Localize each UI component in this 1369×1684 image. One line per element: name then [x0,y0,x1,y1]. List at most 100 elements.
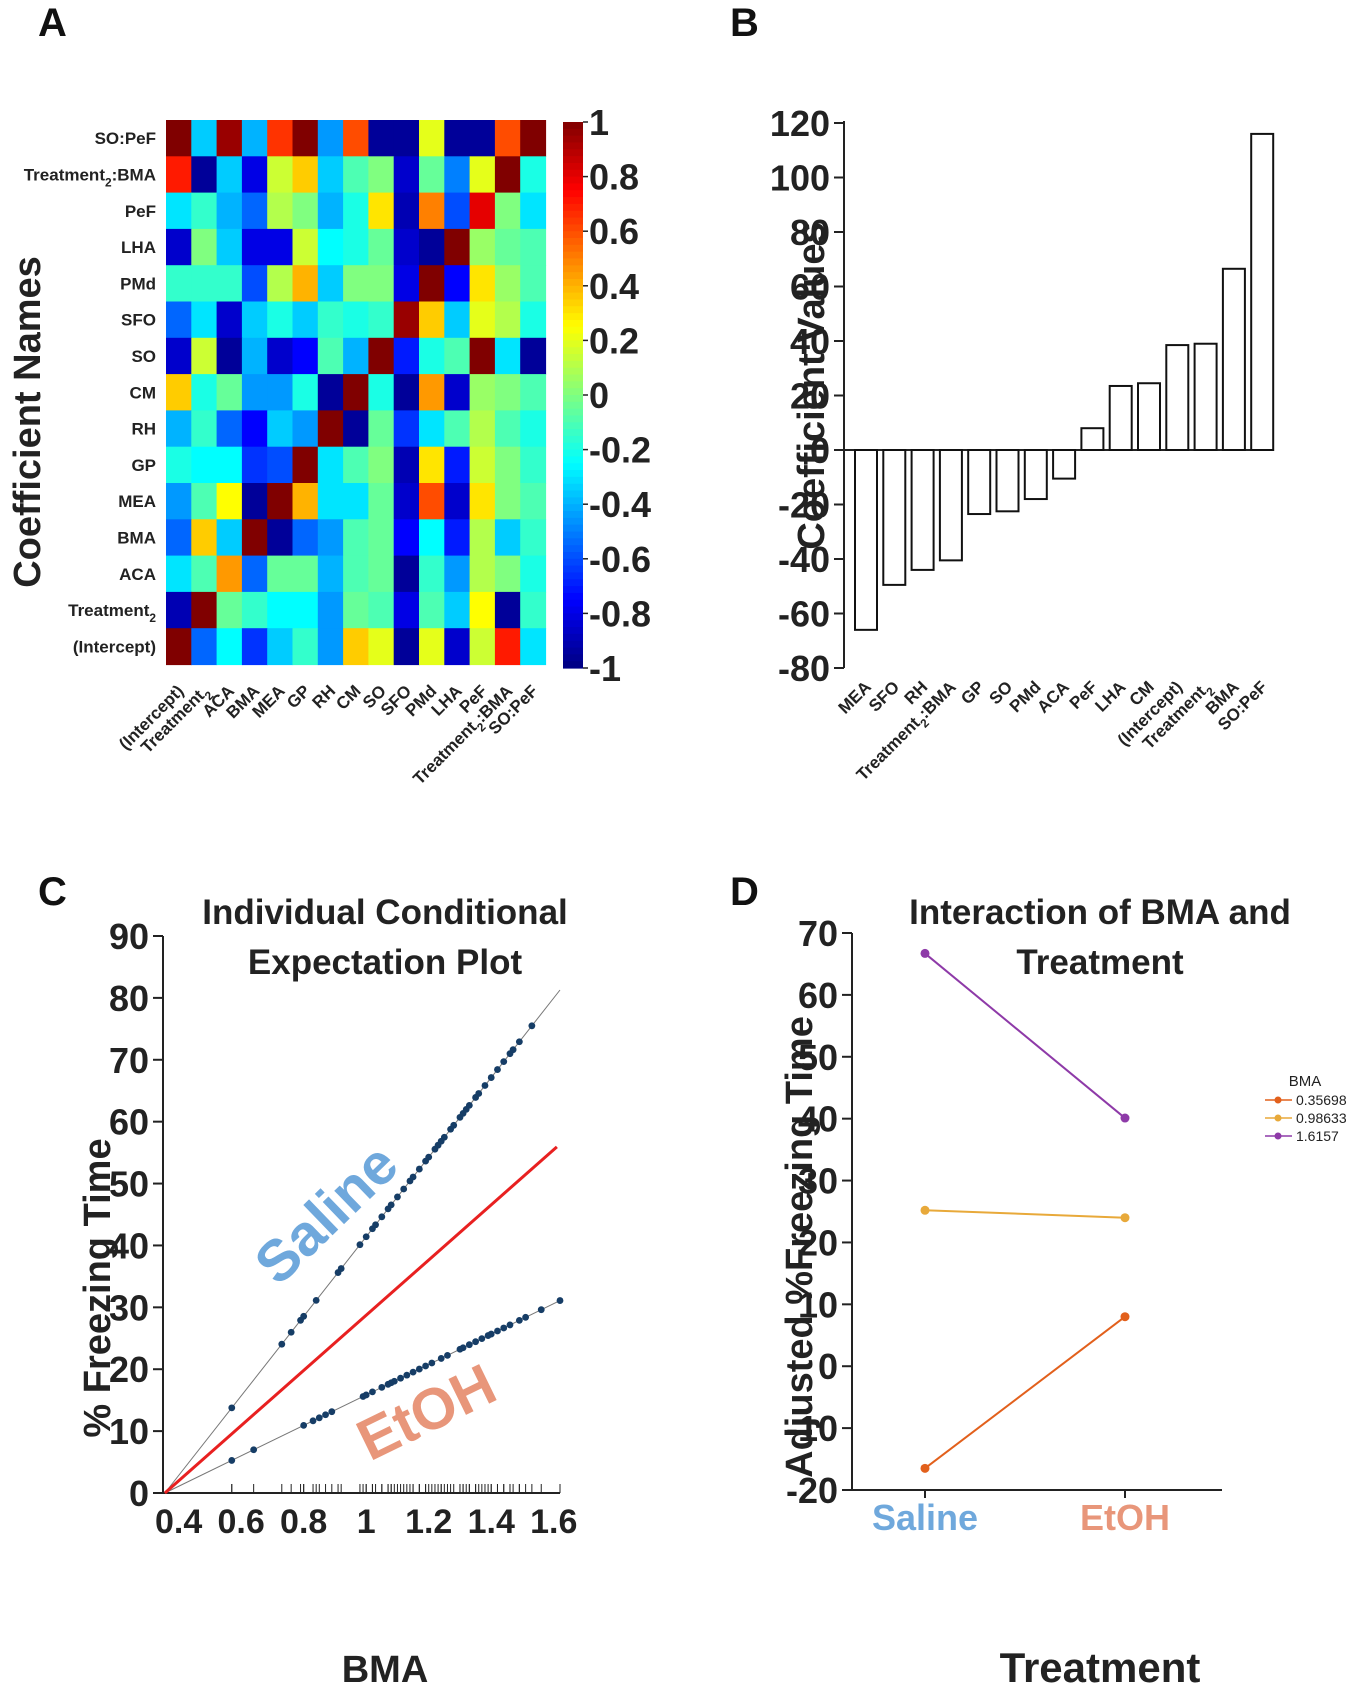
ice-x-tick-label: 0.6 [218,1503,265,1541]
heatmap-cell [292,519,319,557]
heatmap-cell [520,120,547,157]
heatmap-cell [267,156,294,194]
heatmap-cell [241,628,268,666]
heatmap-cell [191,120,218,157]
heatmap-cell [292,301,319,339]
etoh-point [487,1330,495,1338]
colorbar-segment [563,149,583,157]
heatmap-cell [444,265,471,303]
heatmap-row-label: (Intercept) [73,637,156,656]
heatmap-cell [241,301,268,339]
colorbar-segment [563,661,583,669]
heatmap-cell [191,374,218,411]
heatmap-cell [343,337,369,375]
heatmap-cell [419,337,445,375]
etoh-point [422,1362,429,1370]
heatmap-cell [494,228,521,266]
heatmap-cell [494,483,521,520]
heatmap-cell [191,301,218,339]
heatmap-cell [419,192,445,230]
heatmap-cell [520,301,547,339]
heatmap-cell [317,483,344,520]
heatmap-cell [317,555,344,593]
etoh-point [315,1414,323,1422]
bar-y-tick-label: -60 [778,594,830,635]
colorbar-segment [563,538,583,546]
colorbar-segment [563,142,583,150]
colorbar-segment [563,354,583,362]
heatmap-cell [343,265,369,303]
heatmap-cell [520,265,547,303]
bar [1193,342,1218,452]
interaction-y-tick-label: 10 [798,1284,838,1325]
heatmap-panel: Coefficient Names SO:PeF Treatment2:BMA Pe… [7,102,651,788]
bar [1108,384,1133,451]
etoh-point [515,1316,523,1324]
heatmap-cell [317,374,344,411]
colorbar-segment [563,217,583,225]
colorbar-segment [563,224,583,232]
heatmap-cell [469,192,496,230]
colorbar-tick-label: 0.6 [589,211,639,252]
colorbar-tick-label: -0.8 [589,593,651,634]
saline-point [337,1265,345,1272]
colorbar-segment [563,613,583,621]
colorbar-segment [563,272,583,280]
etoh-point [494,1327,501,1335]
heatmap-cell [419,446,445,484]
interaction-y-tick-label: -20 [786,1470,838,1511]
colorbar-segment [563,285,583,294]
heatmap-cell [393,591,420,629]
heatmap-cell [216,301,243,339]
bar [1165,344,1190,451]
colorbar-segment [563,176,583,185]
heatmap-cell [343,519,369,557]
heatmap-cell [292,483,319,520]
heatmap-cell [267,555,294,593]
heatmap-cell [216,120,243,157]
heatmap-cell [216,337,243,375]
heatmap-cell [469,337,496,375]
heatmap-cell [419,228,445,266]
colorbar-tick-label: -0.6 [589,539,651,580]
panel-letter-b: B [730,1,759,45]
saline-point [515,1038,523,1046]
heatmap-cell [343,192,369,230]
colorbar-segment [563,203,583,212]
colorbar-segment [563,162,583,171]
heatmap-cell [520,228,547,266]
heatmap-cell [191,446,218,484]
ice-x-tick-label: 1.2 [405,1503,452,1541]
etoh-point [328,1408,336,1416]
heatmap-cell [267,120,294,157]
heatmap-cell [444,337,471,375]
bar-y-axis-title: Coefficient Values [791,222,833,549]
heatmap-cell [191,591,218,629]
colorbar-segment [563,599,583,608]
heatmap-cell [317,446,344,484]
etoh-point [228,1457,236,1464]
interaction-y-tick-label: 70 [798,913,838,954]
interaction-legend: BMA 0.35698 0.98633 1.6157 [1265,1073,1347,1144]
colorbar-segment [563,128,583,137]
colorbar-segment [563,558,583,567]
heatmap-cell [444,410,471,448]
heatmap-cell [317,410,344,448]
heatmap-cell [292,446,319,484]
heatmap-cell [166,591,192,629]
heatmap-cell [469,483,496,520]
colorbar-segment [563,299,583,307]
colorbar-segment [563,401,583,410]
heatmap-row-label: BMA [117,528,156,547]
heatmap-cell [494,156,521,194]
heatmap-cell [419,555,445,593]
heatmap-row-label: ACA [119,565,156,584]
colorbar-segment [563,627,583,635]
heatmap-cell [317,628,344,666]
heatmap-cell [166,555,192,593]
legend-swatch-point [1274,1132,1282,1140]
heatmap-cell [317,301,344,339]
heatmap-cell [292,156,319,194]
heatmap-cell [520,628,547,666]
ice-y-axis-title: % Freezing Time [77,1138,119,1437]
